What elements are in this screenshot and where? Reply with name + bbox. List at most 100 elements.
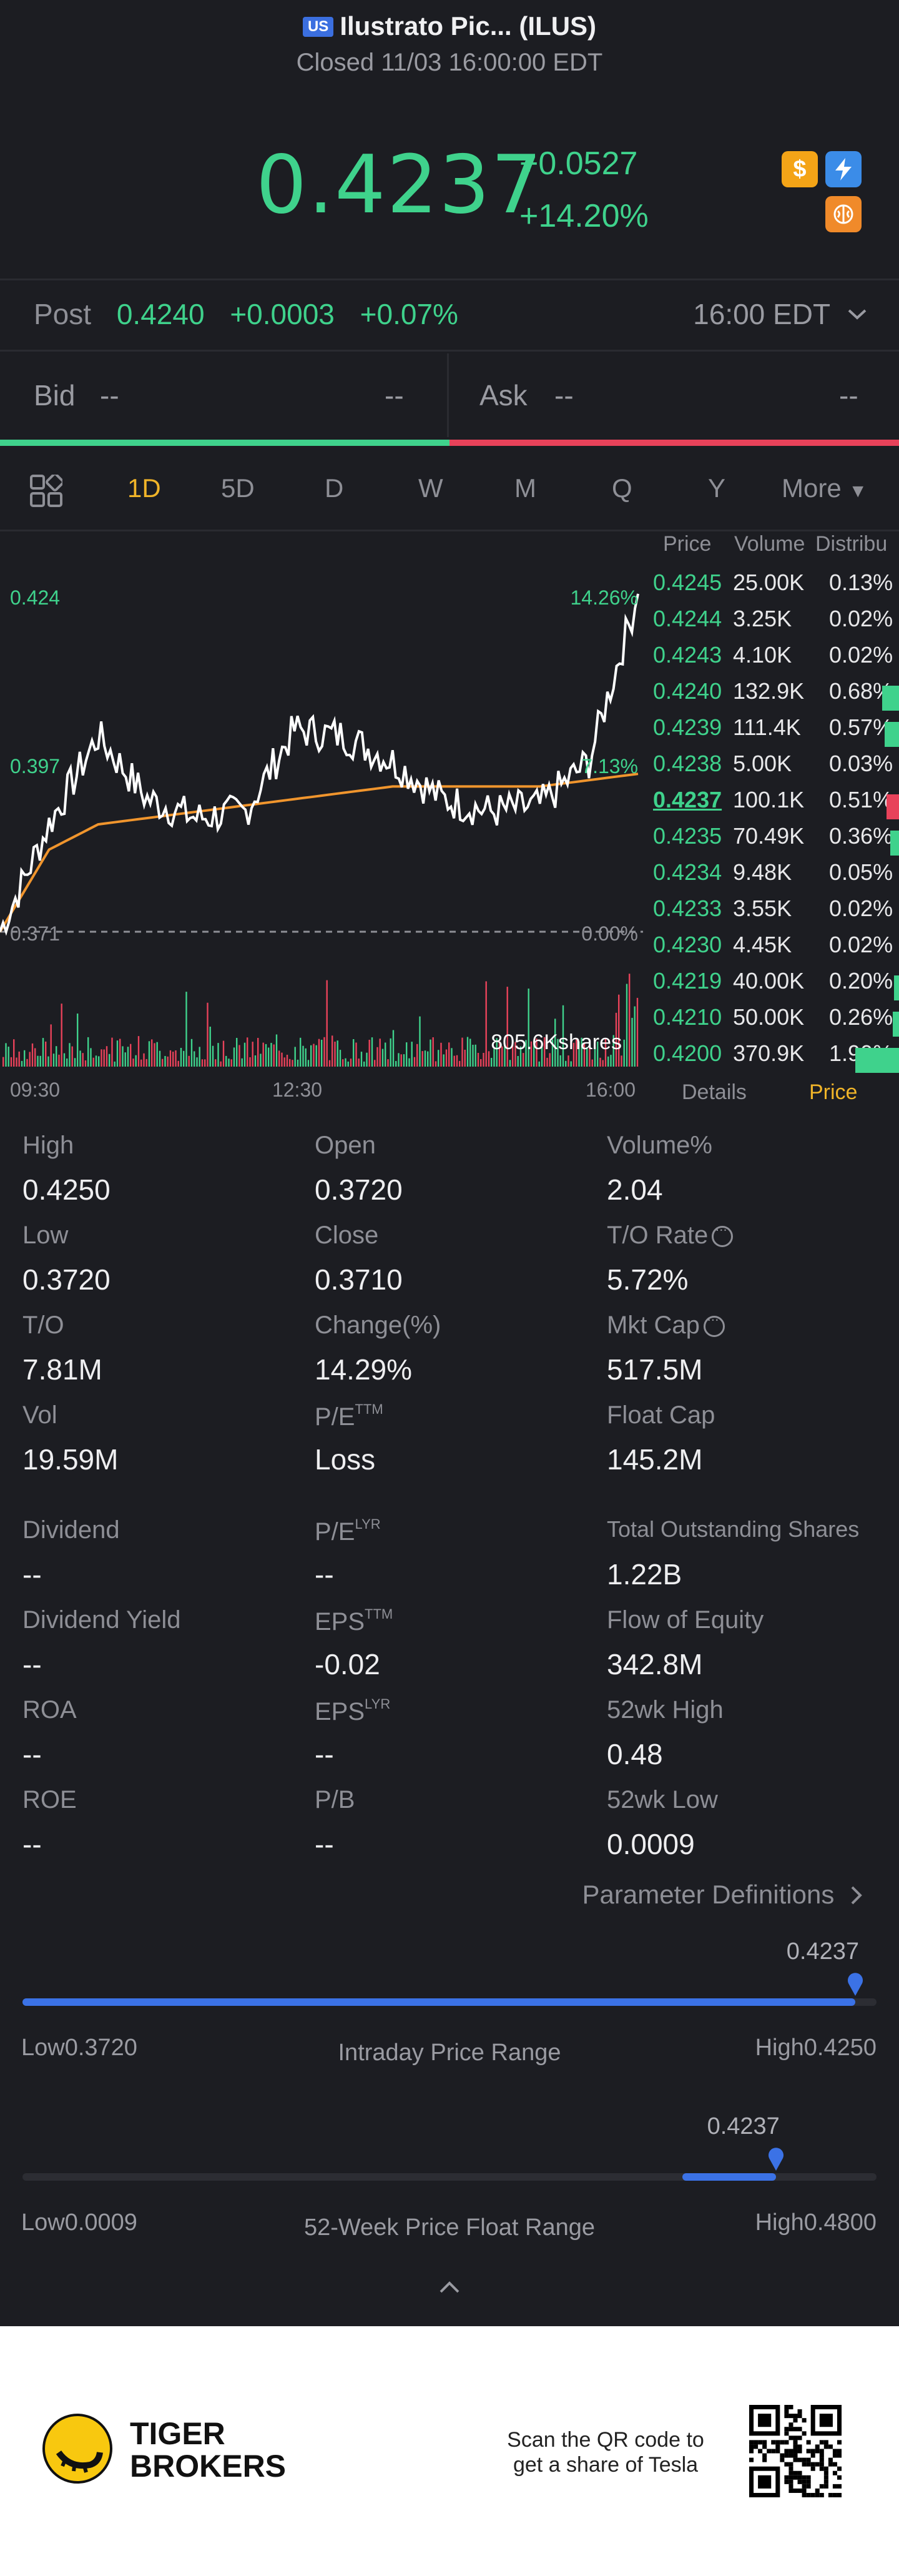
volume-bar xyxy=(39,1055,41,1067)
qr-module xyxy=(797,2414,802,2419)
volume-bar xyxy=(385,1042,386,1067)
tab-1d[interactable]: 1D xyxy=(127,473,161,503)
qr-module xyxy=(762,2453,767,2458)
volume-bar xyxy=(103,1049,105,1067)
info-icon[interactable] xyxy=(712,1221,734,1247)
ob-header-dist: Distribu xyxy=(815,532,888,556)
collapse-chevron-up-icon[interactable] xyxy=(437,2278,462,2296)
stat-float-cap-label: Float Cap xyxy=(607,1401,715,1429)
stat-eps-lyr-value: -- xyxy=(315,1738,334,1770)
info-icon[interactable] xyxy=(703,1311,725,1337)
qr-module xyxy=(806,2462,811,2467)
post-time-selector[interactable]: 16:00 EDT xyxy=(693,297,868,331)
qr-module xyxy=(802,2462,807,2467)
volume-bar xyxy=(21,1060,23,1067)
qr-module xyxy=(797,2444,802,2449)
dollar-icon[interactable]: $ xyxy=(782,151,818,187)
volume-bar xyxy=(87,1037,89,1067)
stat-pe-lyr-sup: LYR xyxy=(355,1516,381,1532)
volume-bar xyxy=(52,1054,55,1067)
ob-volume: 4.10K xyxy=(733,642,792,668)
intraday-high-label: High xyxy=(755,2035,804,2061)
volume-bar xyxy=(292,1060,293,1067)
intraday-chart[interactable]: 0.424 0.397 0.371 14.26% 7.13% 0.00% 805… xyxy=(0,532,649,1113)
volume-bar xyxy=(194,1051,195,1067)
volume-bar xyxy=(188,1055,190,1067)
grid-icon[interactable] xyxy=(30,475,62,507)
stat-dividend-label: Dividend xyxy=(22,1516,120,1544)
volume-bar xyxy=(594,1047,596,1067)
volume-bar xyxy=(281,1052,283,1067)
volume-bar xyxy=(466,1037,469,1067)
tab-5d[interactable]: 5D xyxy=(221,473,255,503)
volume-bar xyxy=(183,1050,185,1067)
lightning-icon[interactable] xyxy=(825,151,862,187)
stock-title[interactable]: US Ilustrato Pic... (ILUS) xyxy=(0,11,899,41)
volume-bar xyxy=(236,1038,238,1067)
intraday-high: High0.4250 xyxy=(755,2035,877,2061)
volume-bar xyxy=(247,1037,248,1067)
stat-vol-value: 19.59M xyxy=(22,1443,119,1476)
tab-month[interactable]: M xyxy=(514,473,536,503)
volume-bar xyxy=(154,1043,155,1067)
qr-module xyxy=(793,2488,798,2493)
volume-bar xyxy=(326,980,328,1067)
qr-module xyxy=(828,2444,833,2449)
qr-module xyxy=(793,2457,798,2462)
volume-bar xyxy=(169,1050,172,1067)
ob-dist: 0.26% xyxy=(829,1004,893,1030)
brand-line2: BROKERS xyxy=(130,2449,287,2484)
qr-module xyxy=(810,2453,815,2458)
chart-panel[interactable]: 0.424 0.397 0.371 14.26% 7.13% 0.00% 805… xyxy=(0,532,899,1113)
volume-bar xyxy=(283,1057,285,1067)
stat-open-label: Open xyxy=(315,1132,376,1159)
tab-more[interactable]: More ▼ xyxy=(782,473,867,503)
stat-to-value: 7.81M xyxy=(22,1353,102,1386)
ob-dist: 0.03% xyxy=(829,751,893,776)
ob-header-price: Price xyxy=(663,532,712,556)
volume-bar xyxy=(544,1037,546,1067)
qr-module xyxy=(819,2457,824,2462)
qr-module xyxy=(771,2449,776,2454)
volume-bar xyxy=(196,1057,198,1067)
stat-dividend-value: -- xyxy=(22,1558,42,1591)
tab-day[interactable]: D xyxy=(325,473,344,503)
ob-tab-details[interactable]: Details xyxy=(682,1080,747,1104)
qr-module xyxy=(832,2462,837,2467)
volume-bar xyxy=(209,1027,211,1067)
tab-quarter[interactable]: Q xyxy=(612,473,632,503)
tab-year[interactable]: Y xyxy=(708,473,726,503)
volume-bar xyxy=(379,1039,381,1067)
qr-module xyxy=(828,2462,833,2467)
volume-bar xyxy=(583,1043,586,1067)
ob-dist: 0.02% xyxy=(829,642,893,668)
parameter-definitions-link[interactable]: Parameter Definitions xyxy=(582,1880,864,1910)
volume-bar xyxy=(406,1042,408,1067)
volume-bar xyxy=(360,1052,363,1067)
tab-week[interactable]: W xyxy=(418,473,443,503)
intraday-title: Intraday Price Range xyxy=(338,2040,561,2066)
period-tabs: 1D 5D D W M Q Y More ▼ xyxy=(0,468,899,511)
qr-module xyxy=(788,2405,793,2410)
stock-name: Ilustrato Pic... (ILUS) xyxy=(340,11,597,41)
volume-bar xyxy=(623,1039,625,1067)
stat-eps-lyr-text: EPS xyxy=(315,1698,365,1725)
qr-module xyxy=(788,2475,793,2480)
qr-module xyxy=(802,2431,807,2436)
qr-module xyxy=(788,2414,793,2419)
volume-bar xyxy=(604,1038,607,1067)
volume-bar xyxy=(199,1047,200,1067)
brain-icon[interactable] xyxy=(825,196,862,232)
volume-bars xyxy=(2,974,639,1067)
ob-volume: 100.1K xyxy=(733,787,805,812)
qr-module xyxy=(788,2484,793,2489)
ob-header-volume: Volume xyxy=(734,532,805,556)
week52-high-value: 0.4800 xyxy=(803,2209,877,2236)
ob-tab-price[interactable]: Price xyxy=(809,1080,858,1104)
volume-bar xyxy=(230,1059,232,1067)
volume-bar xyxy=(554,1019,556,1067)
qr-module xyxy=(810,2466,815,2471)
ob-dist: 0.05% xyxy=(829,859,893,885)
volume-bar xyxy=(612,1035,614,1067)
